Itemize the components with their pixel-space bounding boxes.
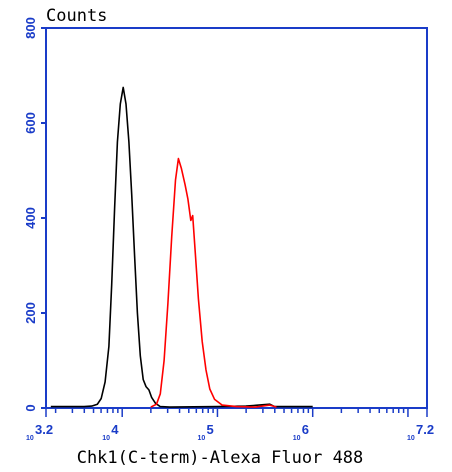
x-tick-label-exponent: 4: [111, 422, 119, 437]
x-tick-label-exponent: 6: [302, 422, 309, 437]
x-tick-label-base: 10: [26, 435, 34, 442]
x-tick-label: 106: [293, 422, 309, 442]
y-tick-label: 800: [23, 17, 38, 39]
histogram-series-1: [50, 86, 313, 408]
x-tick-label-exponent: 7.2: [416, 422, 434, 437]
x-tick-label-base: 10: [293, 435, 301, 442]
histogram-series-2: [150, 157, 277, 408]
x-tick-label: 105: [197, 422, 213, 442]
x-tick-label-base: 10: [407, 435, 415, 442]
x-tick-label-base: 10: [197, 435, 205, 442]
y-tick-label: 600: [23, 112, 38, 134]
x-tick-label-exponent: 5: [206, 422, 213, 437]
y-tick-label: 400: [23, 207, 38, 229]
y-tick-label: 200: [23, 302, 38, 324]
y-tick-label: 0: [23, 404, 38, 411]
plot-frame: [45, 27, 428, 409]
x-axis-title: Chk1(C-term)-Alexa Fluor 488: [77, 448, 364, 468]
x-tick-label: 103.2: [26, 422, 53, 442]
x-tick-label-exponent: 3.2: [35, 422, 53, 437]
x-tick-label: 107.2: [407, 422, 434, 442]
x-tick-label-base: 10: [102, 435, 110, 442]
y-axis-title: Counts: [46, 6, 107, 26]
x-tick-label: 104: [102, 422, 119, 442]
